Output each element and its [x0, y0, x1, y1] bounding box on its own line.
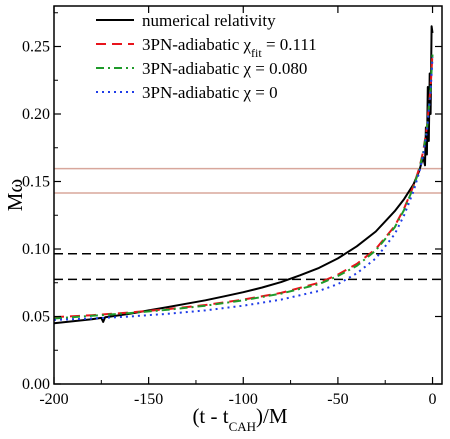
series-group: [54, 25, 434, 325]
y-tick-label-4: 0.20: [22, 106, 50, 123]
legend-label-1: 3PN-adiabatic χfit = 0.111: [142, 35, 317, 60]
x-tick-label-1: -150: [134, 391, 163, 408]
legend-label-3: 3PN-adiabatic χ = 0: [142, 83, 278, 102]
y-tick-label-1: 0.05: [22, 309, 50, 326]
y-tick-label-3: 0.15: [22, 174, 50, 191]
y-tick-label-0: 0.00: [22, 376, 50, 393]
legend-label-2: 3PN-adiabatic χ = 0.080: [142, 59, 307, 78]
legend: numerical relativity 3PN-adiabatic χfit =…: [96, 11, 317, 102]
x-tick-label-3: -50: [327, 391, 348, 408]
series-line-2: [54, 54, 434, 320]
y-axis-title: Mω: [3, 179, 27, 212]
x-tick-label-4: 0: [429, 391, 437, 408]
plot-frame: [53, 5, 443, 385]
legend-label-0: numerical relativity: [142, 11, 276, 30]
y-tick-label-5: 0.25: [22, 39, 50, 56]
reference-lines: [54, 167, 442, 281]
x-tick-label-0: -200: [39, 391, 68, 408]
axis-ticks: -200 -150 -100 -50 0 0.00 0.05 0.10 0.15 0.20 0.25: [22, 6, 442, 408]
x-axis-title: (t - tCAH)/M: [192, 404, 287, 434]
x-tick-label-2: -100: [229, 391, 258, 408]
y-tick-label-2: 0.10: [22, 241, 50, 258]
